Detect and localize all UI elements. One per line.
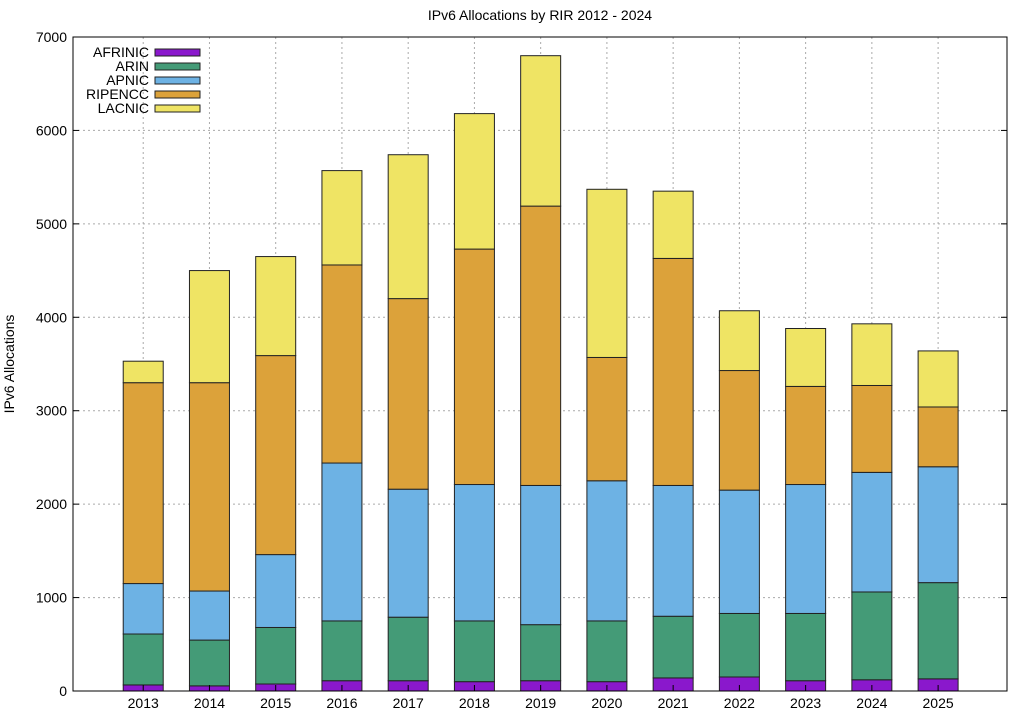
bar-lacnic-2019	[520, 55, 562, 207]
x-tick-label: 2016	[326, 695, 357, 711]
bar-ripencc-2014	[188, 382, 230, 592]
x-tick-label: 2015	[260, 695, 291, 711]
bar-ripencc-2013	[122, 382, 164, 585]
bar-arin-2017	[387, 616, 429, 682]
bar-lacnic-2017	[387, 154, 429, 300]
bar-arin-2019	[520, 624, 562, 682]
y-tick-label: 0	[59, 683, 67, 699]
bar-arin-2014	[188, 639, 230, 687]
bar-ripencc-2024	[851, 384, 893, 473]
bar-ripencc-2015	[255, 355, 297, 556]
legend-label: APNIC	[106, 72, 149, 88]
bar-lacnic-2015	[255, 256, 297, 357]
bar-apnic-2013	[122, 583, 164, 635]
bar-ripencc-2016	[321, 264, 363, 464]
bar-apnic-2015	[255, 554, 297, 628]
x-tick-label: 2024	[856, 695, 887, 711]
y-tick-label: 6000	[36, 122, 67, 138]
bar-lacnic-2023	[785, 327, 827, 387]
legend-label: LACNIC	[98, 100, 149, 116]
bar-lacnic-2013	[122, 360, 164, 384]
legend-label: ARIN	[116, 58, 149, 74]
bar-apnic-2019	[520, 484, 562, 626]
bar-lacnic-2014	[188, 270, 230, 384]
bar-arin-2015	[255, 626, 297, 685]
bar-ripencc-2022	[718, 370, 760, 491]
legend-swatch-ripencc	[154, 90, 201, 99]
bar-apnic-2021	[652, 484, 694, 617]
bar-apnic-2025	[917, 466, 959, 584]
bar-ripencc-2020	[586, 356, 628, 482]
bar-arin-2016	[321, 620, 363, 682]
x-tick-label: 2018	[459, 695, 490, 711]
bar-arin-2021	[652, 615, 694, 679]
bar-arin-2018	[453, 620, 495, 683]
bar-lacnic-2021	[652, 190, 694, 259]
bar-ripencc-2021	[652, 257, 694, 486]
x-tick-label: 2021	[658, 695, 689, 711]
bar-lacnic-2020	[586, 188, 628, 358]
legend-label: AFRINIC	[93, 44, 149, 60]
plot-frame	[72, 36, 1008, 692]
x-tick-label: 2023	[790, 695, 821, 711]
y-tick-label: 5000	[36, 216, 67, 232]
bar-ripencc-2023	[785, 385, 827, 486]
chart-title: IPv6 Allocations by RIR 2012 - 2024	[428, 7, 652, 23]
x-tick-label: 2019	[525, 695, 556, 711]
bar-apnic-2024	[851, 471, 893, 593]
bar-ripencc-2018	[453, 248, 495, 486]
bar-arin-2022	[718, 612, 760, 678]
bar-arin-2025	[917, 582, 959, 680]
y-tick-label: 2000	[36, 496, 67, 512]
bar-apnic-2022	[718, 489, 760, 614]
legend-swatch-arin	[154, 62, 201, 71]
bar-apnic-2020	[586, 480, 628, 622]
x-tick-label: 2014	[194, 695, 225, 711]
bar-lacnic-2024	[851, 323, 893, 386]
bar-arin-2023	[785, 612, 827, 682]
bar-ripencc-2017	[387, 298, 429, 490]
y-tick-label: 3000	[36, 403, 67, 419]
legend-swatch-lacnic	[154, 104, 201, 113]
x-tick-label: 2025	[923, 695, 954, 711]
bar-apnic-2016	[321, 462, 363, 622]
y-tick-label: 7000	[36, 29, 67, 45]
bar-arin-2020	[586, 620, 628, 683]
legend-swatch-apnic	[154, 76, 201, 85]
bar-apnic-2018	[453, 484, 495, 622]
bar-arin-2024	[851, 591, 893, 681]
bar-apnic-2014	[188, 590, 230, 641]
bar-ripencc-2025	[917, 406, 959, 468]
y-tick-label: 4000	[36, 309, 67, 325]
x-tick-label: 2013	[128, 695, 159, 711]
legend-label: RIPENCC	[86, 86, 149, 102]
bar-ripencc-2019	[520, 205, 562, 486]
x-tick-label: 2017	[393, 695, 424, 711]
legend-swatch-afrinic	[154, 48, 201, 57]
bar-lacnic-2025	[917, 350, 959, 408]
bar-lacnic-2018	[453, 113, 495, 250]
y-tick-label: 1000	[36, 590, 67, 606]
bar-apnic-2023	[785, 484, 827, 614]
bar-lacnic-2016	[321, 170, 363, 266]
x-tick-label: 2020	[591, 695, 622, 711]
bar-lacnic-2022	[718, 310, 760, 372]
x-tick-label: 2022	[724, 695, 755, 711]
bar-apnic-2017	[387, 488, 429, 618]
y-axis-label: IPv6 Allocations	[1, 315, 17, 414]
bar-arin-2013	[122, 633, 164, 686]
